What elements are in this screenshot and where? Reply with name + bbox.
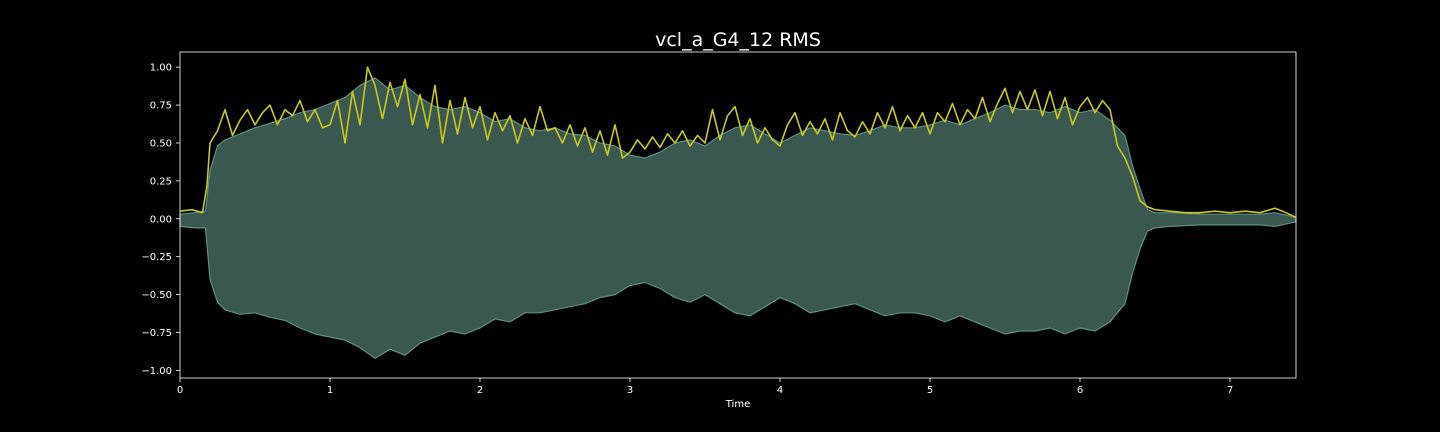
- x-axis-label: Time: [725, 399, 750, 410]
- y-axis: 1.00 0.75 0.50 0.25 0.00 −0.25 −0.50 −0.75 −1.00: [141, 63, 180, 377]
- y-tick-label: −0.50: [141, 290, 172, 301]
- plot-area: [179, 51, 1297, 379]
- y-tick-label: 0.50: [150, 138, 172, 149]
- x-tick-label: 2: [477, 385, 483, 396]
- x-tick-label: 5: [927, 385, 933, 396]
- y-tick-label: 0.00: [150, 214, 172, 225]
- y-tick-label: 0.25: [150, 176, 172, 187]
- y-tick-label: −0.25: [141, 252, 172, 263]
- x-tick-label: 4: [777, 385, 783, 396]
- rms-line: [179, 66, 1297, 219]
- x-tick-label: 6: [1077, 385, 1083, 396]
- y-tick-label: 0.75: [150, 101, 172, 112]
- y-tick-label: −1.00: [141, 366, 172, 377]
- x-tick-label: 7: [1227, 385, 1233, 396]
- plot-frame: [179, 51, 1297, 379]
- y-tick-label: 1.00: [150, 63, 172, 74]
- x-tick-label: 3: [627, 385, 633, 396]
- x-tick-label: 1: [327, 385, 333, 396]
- chart-title: vcl_a_G4_12 RMS: [655, 29, 821, 51]
- x-axis: 0 1 2 3 4 5 6 7: [177, 378, 1233, 396]
- y-tick-label: −0.75: [141, 328, 172, 339]
- x-tick-label: 0: [177, 385, 183, 396]
